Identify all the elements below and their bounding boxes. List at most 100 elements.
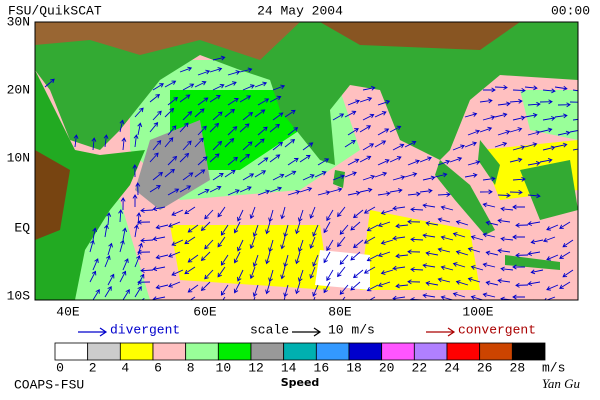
wind-arrow [440,295,454,300]
wind-arrow [212,111,223,121]
speed-patch [360,210,480,290]
wind-arrow [227,156,238,166]
wind-arrow [265,221,271,235]
wind-arrow [347,158,360,166]
wind-arrow [239,67,253,73]
wind-arrow [344,110,357,118]
wind-arrow [337,206,346,218]
wind-arrow [467,129,481,136]
colorbar-unit: m/s [542,360,565,375]
wind-arrow [557,130,571,136]
wind-arrow [297,209,304,223]
wind-arrow [527,221,541,226]
wind-arrow [280,236,286,250]
wind-arrow [362,299,363,300]
wind-arrow [233,251,241,264]
wind-arrow [467,277,481,283]
wind-arrow [542,236,556,243]
wind-arrow [559,251,571,259]
wind-arrow [119,119,125,133]
colorbar-swatch [87,342,121,361]
wind-arrow [239,153,250,163]
wind-arrow [280,266,286,280]
wind-arrow [204,239,214,250]
wind-arrow [106,212,112,226]
wind-arrow [515,252,529,258]
wind-arrow [419,188,433,194]
wind-arrow [217,206,226,218]
wind-arrow [377,128,390,136]
wind-arrow [366,254,379,262]
wind-arrow [392,235,406,241]
wind-arrow [339,284,349,295]
wind-arrow [168,281,181,288]
wind-arrow [91,137,97,151]
wind-arrow [299,154,311,163]
wind-arrow [197,125,207,136]
wind-arrow [479,189,493,195]
wind-arrow [485,250,499,256]
wind-arrow [500,206,514,212]
wind-arrow [527,101,541,107]
wind-arrow [135,182,141,196]
wind-arrow [377,99,391,106]
highland [35,22,300,60]
wind-arrow [252,284,259,298]
colorbar-swatch [413,342,448,361]
wind-arrow [217,236,226,248]
wind-arrow [283,296,286,300]
wind-arrow [152,171,164,181]
wind-arrow [500,236,514,242]
wind-arrow [152,140,162,151]
wind-arrow [332,113,345,121]
wind-arrow [197,69,211,76]
wind-arrow [155,284,169,290]
wind-arrow [242,141,253,151]
wind-arrow [440,235,454,241]
lon-label: 80E [328,304,352,319]
wind-arrow [89,270,97,283]
wind-arrow [527,193,541,199]
wind-arrow [254,170,267,178]
wind-arrow [404,140,417,148]
wind-arrow [309,266,316,279]
wind-arrow [363,236,376,244]
wind-arrow [482,292,496,298]
wind-arrow [455,280,469,286]
wind-arrow [194,169,206,178]
wind-arrow [44,78,55,88]
wind-arrow [422,263,436,269]
wind-arrow [509,127,523,133]
highland [320,22,520,50]
colorbar-label: 10 [216,360,232,375]
wind-arrow [197,156,208,166]
wind-arrow [224,108,235,118]
wind-arrow [212,140,223,151]
lat-label: 10N [7,150,30,165]
wind-arrow [347,190,361,196]
map-frame [34,21,579,301]
wind-arrow [377,159,390,166]
wind-arrow [182,172,194,181]
wind-arrow [104,224,109,238]
wind-arrow [309,236,316,249]
wind-arrow [350,281,361,291]
wind-arrow [482,115,496,121]
wind-arrow [187,254,199,263]
wind-arrow [152,296,166,300]
wind-arrow [134,107,144,118]
wind-arrow [392,265,406,271]
wind-arrow [272,173,285,181]
land [35,70,145,300]
wind-arrow [302,174,315,181]
wind-arrow [377,191,391,197]
wind-arrow [366,224,379,232]
wind-arrow [122,289,130,300]
wind-arrow [326,239,334,252]
land [35,22,578,165]
wind-arrow [374,171,388,178]
wind-arrow [265,251,271,265]
title: FSU/QuikSCAT [8,3,102,18]
map [35,22,578,300]
wind-arrow [200,221,211,232]
